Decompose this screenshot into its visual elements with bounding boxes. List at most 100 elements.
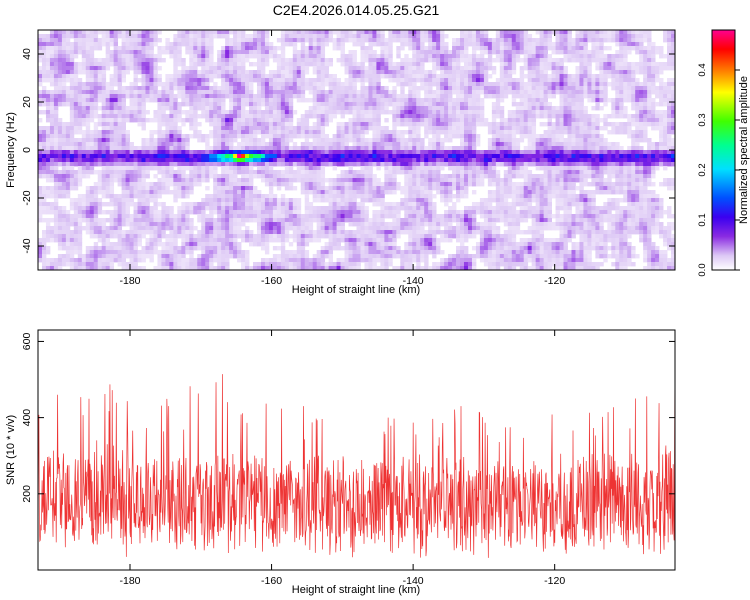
heatmap-cell (328, 82, 334, 87)
heatmap-cell (503, 30, 509, 35)
heatmap-cell (53, 74, 59, 79)
heatmap-cell (225, 118, 230, 123)
heatmap-cell (416, 118, 421, 123)
heatmap-cell (324, 66, 330, 71)
heatmap-cell (249, 102, 254, 107)
heatmap-cell (515, 34, 521, 39)
heatmap-cell (209, 110, 214, 115)
heatmap-cell (611, 130, 616, 135)
heatmap-cell (169, 42, 174, 47)
heatmap-cell (117, 66, 123, 71)
heatmap-cell (491, 146, 497, 151)
heatmap-cell (388, 54, 393, 59)
heatmap-cell (276, 110, 282, 115)
heatmap-cell (551, 82, 556, 87)
heatmap-cell (324, 106, 330, 111)
heatmap-cell (503, 134, 509, 139)
heatmap-cell (73, 110, 79, 115)
heatmap-cell (312, 82, 318, 87)
heatmap-cell (256, 170, 262, 175)
heatmap-cell (324, 70, 330, 75)
heatmap-cell (523, 114, 529, 119)
heatmap-cell (344, 126, 349, 131)
heatmap-cell (428, 86, 433, 91)
heatmap-cell (452, 126, 457, 131)
heatmap-cell (38, 158, 43, 163)
heatmap-cell (181, 38, 186, 43)
heatmap-cell (635, 166, 640, 171)
heatmap-cell (300, 126, 306, 131)
heatmap-cell (424, 86, 429, 91)
heatmap-cell (392, 122, 397, 127)
heatmap-cell (583, 106, 588, 111)
heatmap-cell (328, 86, 334, 91)
heatmap-cell (360, 98, 365, 103)
heatmap-cell (97, 142, 103, 147)
heatmap-cell (141, 38, 146, 43)
heatmap-cell (440, 46, 445, 51)
heatmap-cell (189, 162, 194, 167)
heatmap-cell (408, 146, 413, 151)
heatmap-cell (101, 74, 107, 79)
heatmap-cell (392, 146, 397, 151)
heatmap-cell (49, 82, 55, 87)
heatmap-cell (404, 94, 409, 99)
heatmap-cell (408, 30, 413, 35)
heatmap-cell (436, 66, 441, 71)
heatmap-cell (499, 162, 505, 167)
heatmap-cell (241, 46, 246, 51)
heatmap-cell (73, 46, 79, 51)
heatmap-cell (563, 70, 568, 75)
heatmap-cell (515, 46, 521, 51)
heatmap-cell (555, 154, 560, 159)
heatmap-cell (595, 74, 600, 79)
heatmap-cell (607, 98, 612, 103)
heatmap-cell (543, 158, 548, 163)
heatmap-cell (507, 74, 513, 79)
heatmap-cell (109, 146, 115, 151)
heatmap-cell (241, 74, 246, 79)
heatmap-cell (189, 110, 194, 115)
heatmap-cell (475, 78, 481, 83)
heatmap-cell (460, 46, 465, 51)
heatmap-cell (483, 46, 489, 51)
heatmap-cell (304, 78, 310, 83)
heatmap-cell (57, 34, 63, 39)
heatmap-cell (583, 30, 588, 35)
heatmap-cell (252, 118, 258, 123)
heatmap-cell (436, 146, 441, 151)
heatmap-cell (149, 130, 154, 135)
heatmap-cell (503, 138, 509, 143)
heatmap-cell (416, 170, 421, 175)
heatmap-cell (157, 74, 162, 79)
heatmap-cell (336, 58, 341, 63)
heatmap-cell (591, 114, 596, 119)
heatmap-cell (555, 166, 560, 171)
heatmap-cell (627, 98, 632, 103)
heatmap-cell (499, 130, 505, 135)
heatmap-cell (53, 134, 59, 139)
heatmap-cell (424, 134, 429, 139)
heatmap-cell (467, 70, 473, 75)
heatmap-cell (555, 138, 560, 143)
heatmap-cell (471, 46, 477, 51)
heatmap-cell (284, 102, 290, 107)
heatmap-cell (65, 122, 71, 127)
heatmap-cell (543, 106, 548, 111)
heatmap-cell (177, 102, 182, 107)
heatmap-cell (559, 154, 564, 159)
heatmap-cell (264, 170, 270, 175)
heatmap-cell (595, 66, 600, 71)
heatmap-cell (591, 150, 596, 155)
heatmap-cell (404, 42, 409, 47)
heatmap-cell (276, 102, 282, 107)
heatmap-cell (340, 114, 345, 119)
heatmap-cell (49, 30, 55, 35)
heatmap-cell (149, 58, 154, 63)
heatmap-cell (647, 50, 652, 55)
heatmap-cell (452, 38, 457, 43)
heatmap-cell (360, 142, 365, 147)
heatmap-cell (141, 50, 146, 55)
heatmap-cell (392, 154, 397, 159)
heatmap-cell (424, 38, 429, 43)
